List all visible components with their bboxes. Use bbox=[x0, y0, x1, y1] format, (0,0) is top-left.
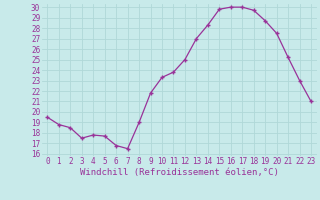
X-axis label: Windchill (Refroidissement éolien,°C): Windchill (Refroidissement éolien,°C) bbox=[80, 168, 279, 177]
